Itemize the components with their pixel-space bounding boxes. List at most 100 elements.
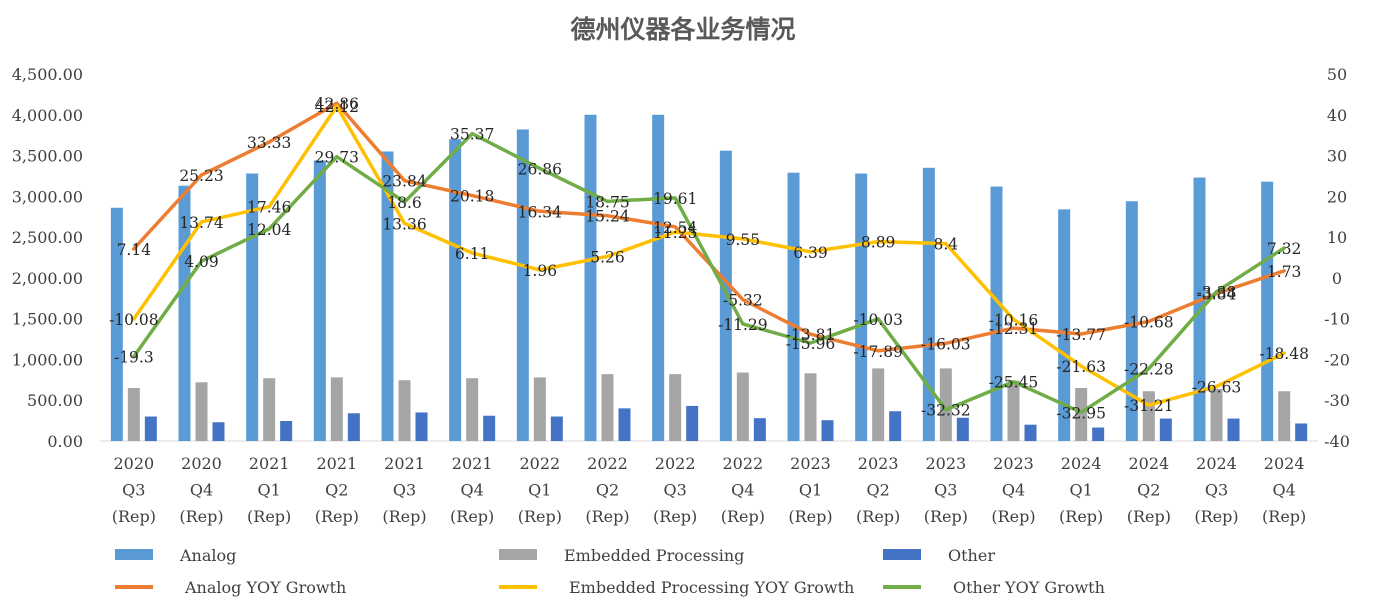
bar-other bbox=[483, 415, 496, 441]
bar-analog bbox=[1261, 181, 1274, 442]
y-right-tick-label: 40 bbox=[1327, 106, 1347, 125]
y-right-tick-label: -40 bbox=[1324, 432, 1350, 451]
bar-analog bbox=[922, 167, 935, 442]
data-label-other_growth: 18.6 bbox=[387, 194, 422, 212]
data-label-analog_growth: 12.54 bbox=[653, 219, 698, 237]
legend-item-analog_growth: Analog YOY Growth bbox=[115, 578, 346, 597]
data-label-analog_growth: -5.32 bbox=[723, 292, 763, 310]
y-right-tick-label: 10 bbox=[1327, 228, 1347, 247]
bar-embedded bbox=[466, 378, 479, 441]
x-tick-label: 2024 Q4 (Rep) bbox=[1262, 454, 1306, 526]
data-label-analog_growth: -10.68 bbox=[1124, 313, 1174, 331]
bar-other bbox=[753, 418, 766, 441]
data-label-other_growth: -3.38 bbox=[1197, 284, 1237, 302]
y-left-tick-label: 4,000.00 bbox=[12, 106, 83, 125]
bar-embedded bbox=[939, 368, 952, 441]
bar-analog bbox=[449, 139, 462, 441]
legend-label: Analog YOY Growth bbox=[184, 578, 346, 597]
legend-item-other: Other bbox=[883, 546, 995, 565]
data-label-analog_growth: -13.81 bbox=[786, 326, 836, 344]
legend-item-analog: Analog bbox=[115, 546, 236, 565]
bar-other bbox=[212, 422, 225, 441]
data-label-analog_growth: 1.73 bbox=[1267, 263, 1302, 281]
data-label-embedded_growth: 6.39 bbox=[793, 244, 828, 262]
x-tick-label: 2023 Q3 (Rep) bbox=[924, 454, 968, 526]
bar-other bbox=[686, 405, 699, 441]
data-label-analog_growth: -12.31 bbox=[989, 320, 1039, 338]
y-left-tick-label: 3,000.00 bbox=[12, 187, 83, 206]
data-label-other_growth: -25.45 bbox=[989, 374, 1039, 392]
bar-embedded bbox=[533, 377, 546, 441]
data-label-analog_growth: -16.03 bbox=[921, 335, 971, 353]
data-label-other_growth: 35.37 bbox=[450, 126, 494, 144]
bar-other bbox=[821, 420, 834, 441]
data-label-other_growth: -19.3 bbox=[114, 349, 154, 367]
bar-other bbox=[1159, 418, 1172, 441]
data-label-embedded_growth: -10.16 bbox=[989, 311, 1039, 329]
legend-label: Other YOY Growth bbox=[953, 578, 1105, 597]
legend-label: Embedded Processing bbox=[564, 546, 744, 565]
x-tick-label: 2022 Q3 (Rep) bbox=[653, 454, 697, 526]
data-label-analog_growth: -13.77 bbox=[1056, 326, 1106, 344]
legend-label: Analog bbox=[179, 546, 236, 565]
bar-other bbox=[1092, 427, 1105, 441]
y-left-tick-label: 1,500.00 bbox=[12, 310, 83, 329]
x-tick-label: 2022 Q2 (Rep) bbox=[585, 454, 629, 526]
bar-embedded bbox=[195, 382, 208, 441]
x-tick-label: 2022 Q1 (Rep) bbox=[518, 454, 562, 526]
data-label-analog_growth: 23.84 bbox=[382, 173, 427, 191]
data-label-other_growth: -10.03 bbox=[853, 311, 903, 329]
bar-embedded bbox=[804, 373, 817, 441]
data-label-analog_growth: 7.14 bbox=[117, 241, 152, 259]
data-label-analog_growth: 42.86 bbox=[315, 95, 359, 113]
y-left-tick-label: 500.00 bbox=[27, 391, 83, 410]
bar-other bbox=[889, 411, 902, 441]
data-label-embedded_growth: -26.63 bbox=[1192, 378, 1242, 396]
y-right-tick-label: 20 bbox=[1327, 187, 1347, 206]
x-tick-label: 2020 Q3 (Rep) bbox=[112, 454, 156, 526]
data-label-embedded_growth: -31.21 bbox=[1124, 397, 1174, 415]
bar-other bbox=[956, 417, 969, 441]
y-right-tick-label: -10 bbox=[1324, 310, 1350, 329]
data-label-other_growth: 7.32 bbox=[1267, 240, 1302, 258]
y-left-tick-label: 1,000.00 bbox=[12, 350, 83, 369]
bar-embedded bbox=[872, 368, 885, 441]
bar-embedded bbox=[398, 380, 411, 441]
bar-embedded bbox=[1210, 388, 1223, 441]
line-embedded_growth bbox=[132, 104, 1286, 407]
bar-other bbox=[144, 416, 157, 441]
data-label-other_growth: 12.04 bbox=[247, 221, 292, 239]
y-left-tick-label: 0.00 bbox=[47, 432, 83, 451]
bar-embedded bbox=[1278, 391, 1291, 441]
line-other_growth bbox=[132, 131, 1286, 415]
legend-swatch bbox=[883, 549, 921, 560]
y-right-tick-label: -30 bbox=[1324, 391, 1350, 410]
data-label-embedded_growth: -18.48 bbox=[1259, 345, 1309, 363]
data-label-analog_growth: 33.33 bbox=[247, 134, 291, 152]
legend-item-embedded: Embedded Processing bbox=[499, 546, 744, 565]
data-label-other_growth: 26.86 bbox=[518, 160, 562, 178]
data-label-other_growth: 18.75 bbox=[585, 193, 629, 211]
data-label-other_growth: -32.32 bbox=[921, 402, 971, 420]
y-left-tick-label: 2,000.00 bbox=[12, 269, 83, 288]
chart-title: 德州仪器各业务情况 bbox=[570, 15, 795, 44]
x-tick-label: 2021 Q1 (Rep) bbox=[247, 454, 291, 526]
data-label-embedded_growth: 8.4 bbox=[934, 236, 959, 254]
data-label-embedded_growth: 13.36 bbox=[382, 215, 426, 233]
data-label-analog_growth: -3.84 bbox=[1197, 286, 1237, 304]
data-label-embedded_growth: -10.08 bbox=[109, 311, 159, 329]
legend-item-other_growth: Other YOY Growth bbox=[883, 578, 1105, 597]
data-label-embedded_growth: 13.74 bbox=[179, 214, 224, 232]
bar-analog bbox=[246, 173, 259, 441]
data-label-embedded_growth: -21.63 bbox=[1056, 358, 1106, 376]
bar-analog bbox=[110, 207, 123, 441]
bar-analog bbox=[1058, 209, 1071, 441]
x-tick-label: 2024 Q3 (Rep) bbox=[1194, 454, 1238, 526]
bar-other bbox=[1295, 423, 1308, 441]
legend-swatch bbox=[115, 549, 153, 560]
x-tick-label: 2021 Q2 (Rep) bbox=[315, 454, 359, 526]
bar-analog bbox=[584, 114, 597, 442]
y-left-tick-label: 4,500.00 bbox=[12, 65, 83, 84]
